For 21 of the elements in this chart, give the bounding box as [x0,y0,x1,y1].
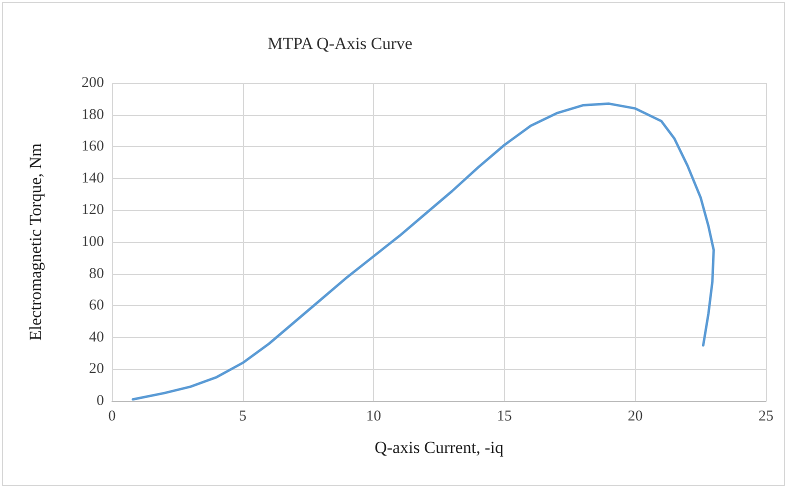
y-tick-label: 140 [82,170,104,186]
y-tick-label: 60 [89,298,104,314]
x-tick-label: 5 [239,408,247,424]
x-tick-label: 20 [628,408,643,424]
chart-title: MTPA Q-Axis Curve [268,34,412,53]
line-series [132,102,715,401]
y-tick-label: 160 [82,138,104,155]
y-tick-label: 20 [89,361,104,378]
x-tick-label: 0 [108,408,116,424]
y-tick-label: 120 [82,202,104,218]
y-tick-label: 100 [82,234,104,250]
y-tick-label: 80 [89,266,104,282]
y-tick-label: 180 [82,106,104,123]
y-axis-title: Electromagnetic Torque, Nm [26,143,45,341]
x-tick-label: 10 [366,408,382,424]
x-axis-title: Q-axis Current, -iq [374,438,504,457]
y-tick-label: 40 [89,329,104,346]
x-tick-label: 15 [496,408,512,424]
y-tick-label: 0 [96,393,104,409]
y-tick-label: 200 [82,75,104,91]
x-tick-label: 25 [758,408,774,424]
